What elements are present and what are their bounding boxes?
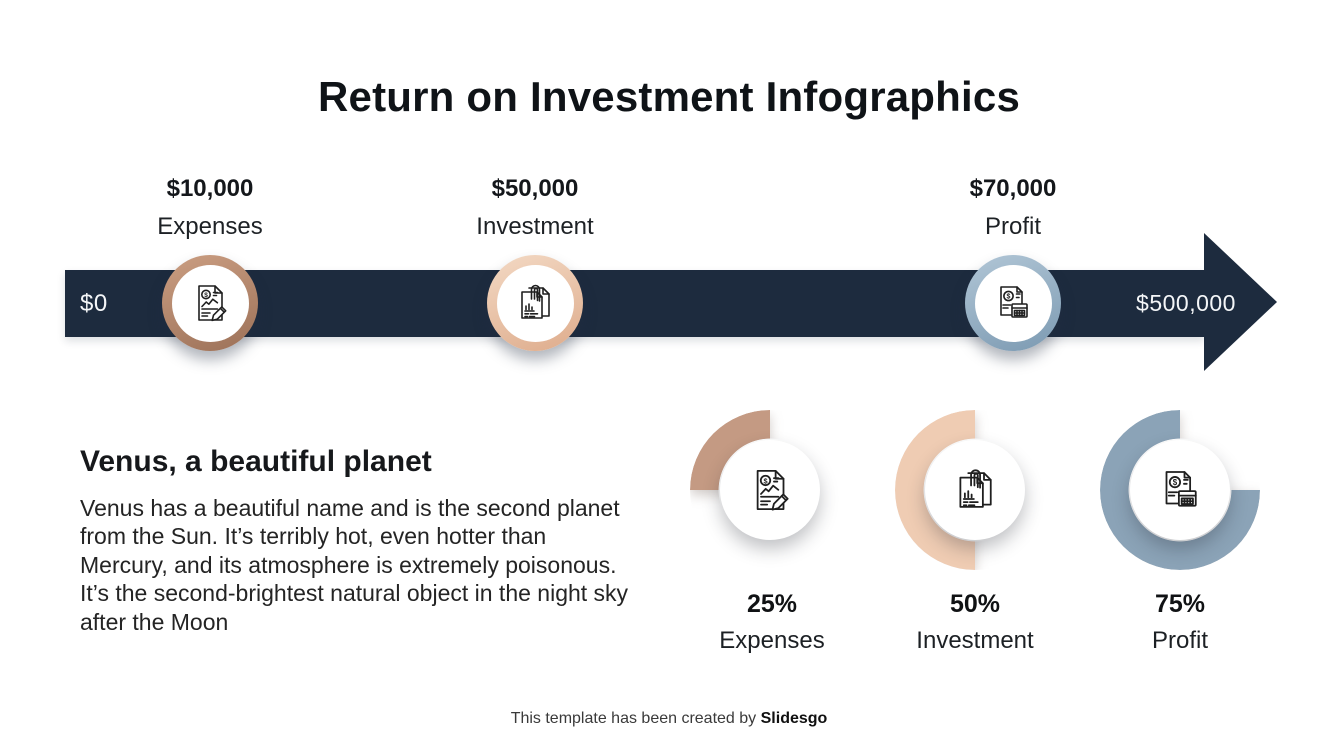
milestone-label-investment: $50,000 Investment xyxy=(415,176,655,240)
milestone-label-expenses: $10,000 Expenses xyxy=(90,176,330,240)
donut-label: Profit xyxy=(1151,627,1208,654)
milestone-name: Profit xyxy=(984,213,1041,240)
donut-chart-profit xyxy=(1100,410,1260,570)
donut-icon-circle xyxy=(720,440,820,540)
timeline-arrowhead-icon xyxy=(1204,233,1277,371)
footer-text: This template has been created by xyxy=(510,710,757,727)
profit-calculator-icon xyxy=(989,279,1037,327)
timeline-marker-profit xyxy=(965,255,1061,351)
donut-icon-circle xyxy=(925,440,1025,540)
investment-documents-icon xyxy=(948,463,1002,517)
donut-label: Expenses xyxy=(719,627,825,654)
milestone-label-profit: $70,000 Profit xyxy=(893,176,1133,240)
donut-percent: 50% xyxy=(949,590,1001,618)
timeline-start-value: $0 xyxy=(80,290,108,317)
timeline-marker-expenses xyxy=(162,255,258,351)
donut-caption-investment: 50% Investment xyxy=(875,591,1075,654)
donut-label: Investment xyxy=(916,627,1034,654)
expense-report-icon xyxy=(186,279,234,327)
milestone-amount: $50,000 xyxy=(491,175,579,202)
donut-caption-profit: 75% Profit xyxy=(1080,591,1280,654)
section-body-text: Venus has a beautiful name and is the se… xyxy=(80,495,629,635)
footer-credit: This template has been created by Slides… xyxy=(0,710,1338,728)
donut-chart-investment xyxy=(895,410,1055,570)
milestone-name: Expenses xyxy=(157,213,263,240)
donut-caption-expenses: 25% Expenses xyxy=(672,591,872,654)
milestone-amount: $10,000 xyxy=(166,175,254,202)
donut-percent: 75% xyxy=(1154,590,1206,618)
donut-chart-expenses xyxy=(690,410,850,570)
slide-title: Return on Investment Infographics xyxy=(318,73,1020,120)
profit-calculator-icon xyxy=(1153,463,1207,517)
milestone-amount: $70,000 xyxy=(969,175,1057,202)
donut-percent: 25% xyxy=(746,590,798,618)
marker-inner-circle xyxy=(496,264,574,342)
investment-documents-icon xyxy=(511,279,559,327)
milestone-name: Investment xyxy=(476,213,594,240)
timeline-end-value: $500,000 xyxy=(1136,290,1236,316)
timeline-marker-investment xyxy=(487,255,583,351)
donut-icon-circle xyxy=(1130,440,1230,540)
expense-report-icon xyxy=(743,463,797,517)
marker-inner-circle xyxy=(974,264,1052,342)
section-heading: Venus, a beautiful planet xyxy=(80,445,432,478)
footer-brand: Slidesgo xyxy=(760,710,828,727)
marker-inner-circle xyxy=(171,264,249,342)
